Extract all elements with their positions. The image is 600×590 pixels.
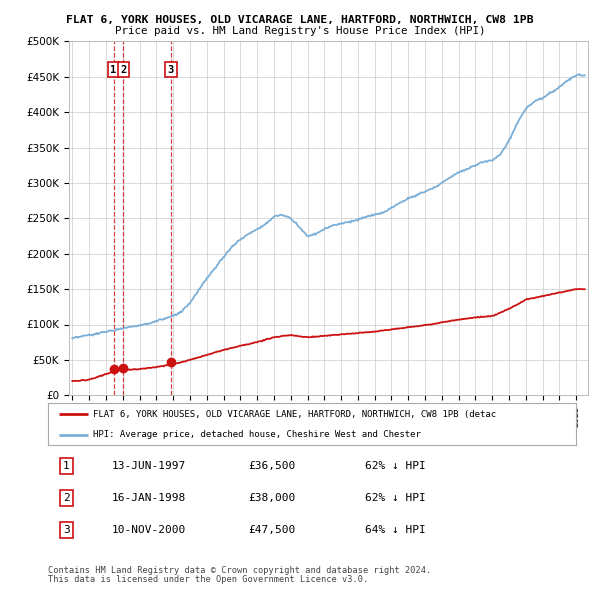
Text: FLAT 6, YORK HOUSES, OLD VICARAGE LANE, HARTFORD, NORTHWICH, CW8 1PB (detac: FLAT 6, YORK HOUSES, OLD VICARAGE LANE, … bbox=[93, 410, 496, 419]
Text: FLAT 6, YORK HOUSES, OLD VICARAGE LANE, HARTFORD, NORTHWICH, CW8 1PB: FLAT 6, YORK HOUSES, OLD VICARAGE LANE, … bbox=[66, 15, 534, 25]
Text: 2: 2 bbox=[63, 493, 70, 503]
Text: £36,500: £36,500 bbox=[248, 461, 296, 471]
Text: 62% ↓ HPI: 62% ↓ HPI bbox=[365, 493, 425, 503]
Text: £38,000: £38,000 bbox=[248, 493, 296, 503]
Text: Price paid vs. HM Land Registry's House Price Index (HPI): Price paid vs. HM Land Registry's House … bbox=[115, 26, 485, 36]
Text: 13-JUN-1997: 13-JUN-1997 bbox=[112, 461, 185, 471]
Text: 64% ↓ HPI: 64% ↓ HPI bbox=[365, 525, 425, 535]
Text: HPI: Average price, detached house, Cheshire West and Chester: HPI: Average price, detached house, Ches… bbox=[93, 430, 421, 440]
Text: 1: 1 bbox=[63, 461, 70, 471]
Text: 10-NOV-2000: 10-NOV-2000 bbox=[112, 525, 185, 535]
Text: 3: 3 bbox=[167, 65, 174, 74]
Text: 16-JAN-1998: 16-JAN-1998 bbox=[112, 493, 185, 503]
Text: £47,500: £47,500 bbox=[248, 525, 296, 535]
Text: Contains HM Land Registry data © Crown copyright and database right 2024.: Contains HM Land Registry data © Crown c… bbox=[48, 566, 431, 575]
Text: 1: 1 bbox=[110, 65, 116, 74]
Text: 62% ↓ HPI: 62% ↓ HPI bbox=[365, 461, 425, 471]
Text: 2: 2 bbox=[120, 65, 127, 74]
Text: This data is licensed under the Open Government Licence v3.0.: This data is licensed under the Open Gov… bbox=[48, 575, 368, 584]
Text: 3: 3 bbox=[63, 525, 70, 535]
